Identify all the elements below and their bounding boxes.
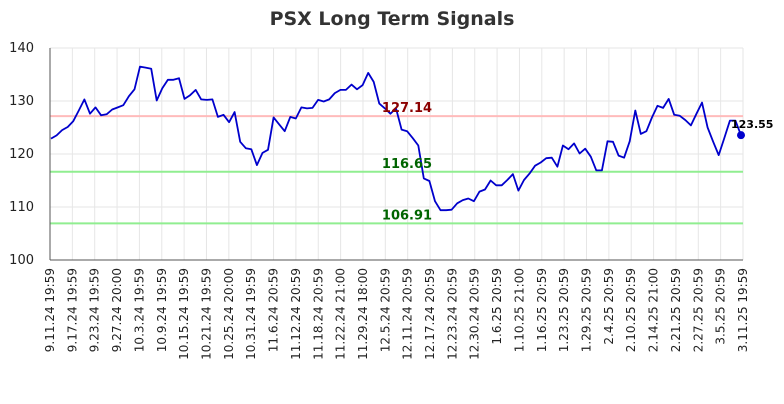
labels-layer: 127.14 116.65 106.91 123.55	[382, 101, 774, 223]
x-tick-label: 11.29.24 18:00	[356, 268, 370, 360]
y-tick-label: 140	[9, 41, 34, 56]
x-tick-label: 10.31.24 19:59	[244, 268, 258, 360]
x-tick-label: 2.14.25 21:00	[647, 268, 661, 352]
x-tick-label: 1.16.25 20:59	[535, 268, 549, 352]
x-tick-label: 11.6.24 20:59	[267, 268, 281, 352]
x-tick-label: 12.5.24 20:59	[378, 268, 392, 352]
chart-title: PSX Long Term Signals	[270, 8, 515, 30]
x-tick-label: 1.6.25 20:59	[490, 268, 504, 345]
x-tick-label: 9.11.24 19:59	[43, 268, 57, 352]
signal-level-label: 127.14	[382, 101, 432, 116]
x-tick-label: 10.21.24 19:59	[199, 268, 213, 360]
x-tick-label: 12.23.24 20:59	[445, 268, 459, 360]
x-tick-label: 12.30.24 20:59	[468, 268, 482, 360]
signal-level-label: 106.91	[382, 208, 432, 223]
x-tick-label: 3.5.25 20:59	[714, 268, 728, 345]
x-tick-label: 10.15.24 19:59	[177, 268, 191, 360]
x-tick-label: 12.17.24 20:59	[423, 268, 437, 360]
x-tick-label: 1.10.25 21:00	[512, 268, 526, 352]
last-price-point	[737, 131, 745, 140]
x-tick-label: 3.11.25 19:59	[736, 268, 750, 352]
x-tick-label: 9.23.24 19:59	[88, 268, 102, 352]
x-tick-label: 9.27.24 20:00	[110, 268, 124, 352]
x-tick-label: 2.10.25 20:59	[624, 268, 638, 352]
y-tick-label: 120	[9, 147, 34, 162]
y-tick-label: 100	[9, 253, 34, 268]
x-tick-label: 12.11.24 20:59	[401, 268, 415, 360]
x-tick-label: 1.23.25 20:59	[557, 268, 571, 352]
series-layer	[50, 65, 745, 212]
x-tick-label: 2.27.25 20:59	[691, 268, 705, 352]
x-tick-label: 2.21.25 20:59	[669, 268, 683, 352]
x-tick-label: 1.29.25 20:59	[580, 268, 594, 352]
signal-levels	[50, 115, 743, 225]
price-line	[50, 65, 742, 212]
x-tick-label: 2.4.25 20:59	[602, 268, 616, 345]
x-tick-label: 9.17.24 19:59	[65, 268, 79, 352]
x-tick-label: 10.25.24 20:00	[222, 268, 236, 360]
signal-level-label: 116.65	[382, 157, 432, 172]
y-tick-label: 110	[9, 200, 34, 215]
axes: 100 110 120 130 140 9.11.24 19:59 9.17.24 19:5…	[9, 41, 750, 360]
last-price-label: 123.55	[731, 118, 773, 131]
x-tick-label: 11.18.24 20:59	[311, 268, 325, 360]
y-tick-label: 130	[9, 94, 34, 109]
x-tick-label: 10.9.24 19:59	[155, 268, 169, 352]
x-tick-label: 10.3.24 19:59	[132, 268, 146, 352]
x-tick-label: 11.22.24 21:00	[334, 268, 348, 360]
x-tick-label: 11.12.24 20:59	[289, 268, 303, 360]
